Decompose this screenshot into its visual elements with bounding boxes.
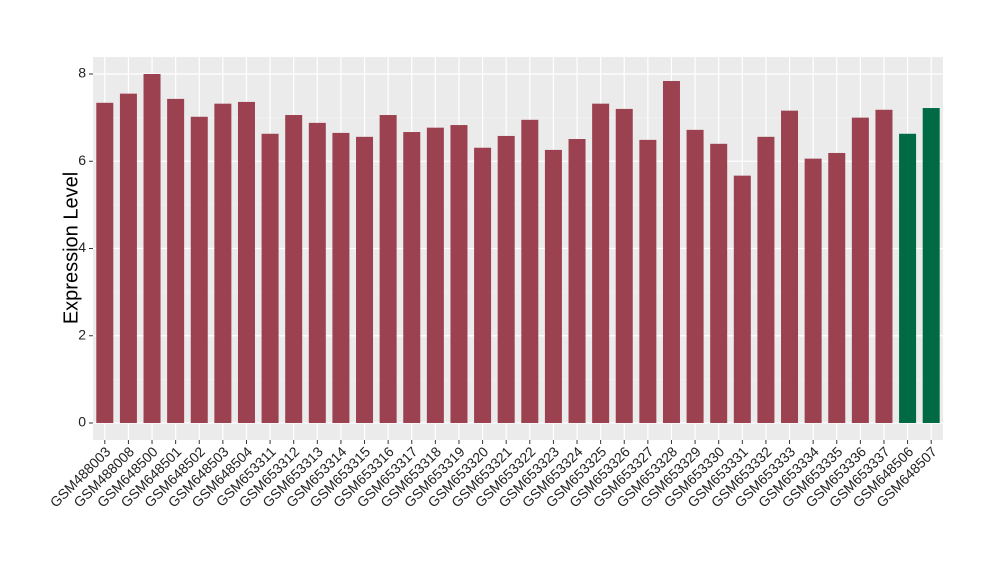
y-axis-title: Expression Level xyxy=(60,172,82,324)
bar xyxy=(285,115,303,423)
bar xyxy=(875,109,893,423)
bar xyxy=(497,135,515,423)
bar xyxy=(922,108,940,423)
bar xyxy=(237,101,255,423)
bar xyxy=(592,103,610,423)
bar xyxy=(143,74,161,423)
bar xyxy=(356,136,374,423)
bar xyxy=(119,93,137,423)
bar xyxy=(521,119,539,423)
y-tick-label: 6 xyxy=(78,152,86,168)
bar xyxy=(639,139,657,423)
bar xyxy=(804,158,822,423)
bar xyxy=(851,117,869,423)
bar xyxy=(686,129,704,423)
y-tick-label: 2 xyxy=(78,326,86,342)
bar xyxy=(450,125,468,423)
y-tick-label: 0 xyxy=(78,414,86,430)
bar xyxy=(261,133,279,423)
bar xyxy=(96,102,114,423)
bar xyxy=(899,133,917,423)
y-tick-label: 8 xyxy=(78,65,86,81)
bar xyxy=(757,136,775,423)
bar xyxy=(568,139,586,423)
bar xyxy=(379,115,397,423)
bar xyxy=(710,143,728,423)
bar xyxy=(662,80,680,423)
bar xyxy=(544,149,562,423)
y-tick-label: 4 xyxy=(78,239,86,255)
bar xyxy=(828,152,846,423)
bar xyxy=(214,103,232,423)
bar xyxy=(190,116,208,423)
bar xyxy=(615,108,633,423)
bar xyxy=(332,132,350,423)
bar xyxy=(167,98,185,423)
bar xyxy=(474,147,492,423)
bar xyxy=(308,122,326,423)
bar xyxy=(426,127,444,423)
bar xyxy=(733,175,751,423)
bar xyxy=(403,132,421,423)
bar xyxy=(781,110,799,423)
